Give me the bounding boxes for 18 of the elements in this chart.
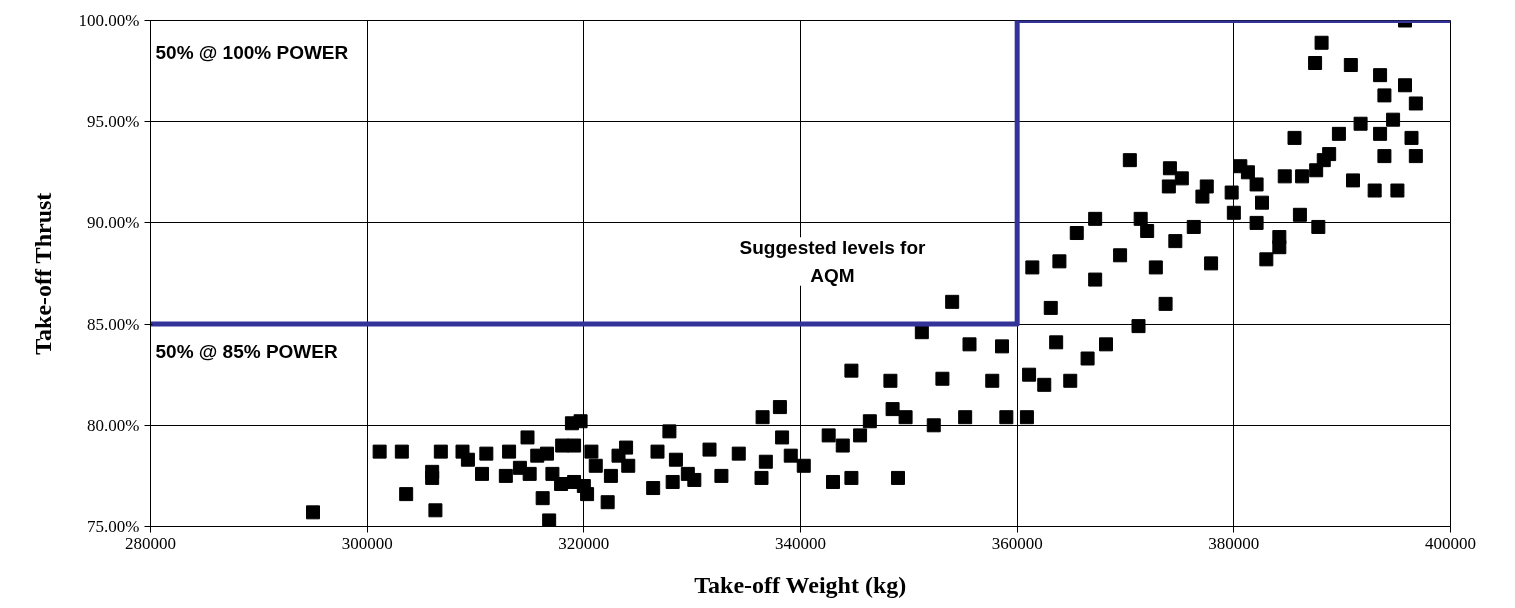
x-tick-label: 300000 xyxy=(341,533,393,553)
annotation: Suggested levels for AQM xyxy=(739,237,927,286)
y-tick-label: 95.00% xyxy=(87,112,140,132)
y-tick-label: 75.00% xyxy=(87,517,140,536)
x-tick-label: 360000 xyxy=(991,533,1043,553)
x-tick-label: 320000 xyxy=(558,533,610,553)
x-tick-label: 280000 xyxy=(125,533,176,553)
x-axis-title: Take-off Weight (kg) xyxy=(694,571,907,598)
y-tick-label: 80.00% xyxy=(87,415,140,435)
annotation: 50% @ 100% POWER xyxy=(155,42,349,63)
x-tick-label: 400000 xyxy=(1425,533,1476,553)
y-tick-label: 85.00% xyxy=(87,314,140,334)
x-tick-label: 380000 xyxy=(1208,533,1260,553)
annotation: 50% @ 85% POWER xyxy=(155,341,338,362)
y-axis-title: Take-off Thrust xyxy=(29,192,56,355)
y-tick-label: 90.00% xyxy=(87,213,140,233)
y-tick-label: 100.00% xyxy=(78,11,140,30)
x-tick-label: 340000 xyxy=(775,533,826,553)
